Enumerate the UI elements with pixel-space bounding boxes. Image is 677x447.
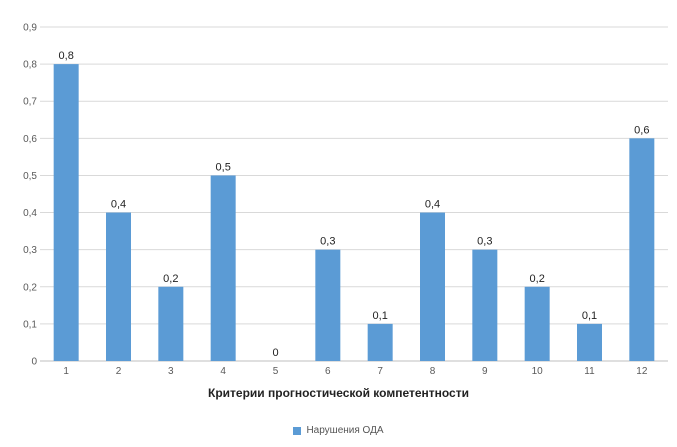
y-tick-label: 0,4 bbox=[23, 208, 37, 219]
y-tick-label: 0,7 bbox=[23, 97, 37, 108]
x-tick-label: 5 bbox=[273, 366, 279, 377]
x-tick-label: 3 bbox=[168, 366, 174, 377]
y-tick-label: 0,6 bbox=[23, 134, 37, 145]
data-label: 0,6 bbox=[634, 124, 649, 136]
bar bbox=[524, 286, 550, 361]
data-label: 0,1 bbox=[373, 310, 388, 322]
y-tick-label: 0 bbox=[31, 357, 37, 368]
y-tick-label: 0,3 bbox=[23, 245, 37, 256]
x-tick-label: 7 bbox=[377, 366, 383, 377]
data-label: 0,2 bbox=[530, 273, 545, 285]
bar bbox=[315, 249, 341, 361]
bar bbox=[629, 138, 655, 361]
x-tick-label: 11 bbox=[584, 366, 595, 377]
x-tick-label: 4 bbox=[220, 366, 226, 377]
bar-chart: 0 0,1 0,2 0,3 0,4 0,5 0,6 0,7 0,8 0,9 0,8 1 0,4 2 0,2 3… bbox=[23, 23, 668, 377]
bar bbox=[577, 323, 602, 361]
legend-swatch bbox=[293, 426, 302, 435]
y-tick-label: 0,9 bbox=[23, 23, 37, 34]
x-tick-label: 8 bbox=[430, 366, 436, 377]
legend-label: Нарушения ОДА bbox=[306, 425, 384, 436]
bar bbox=[472, 249, 498, 361]
y-tick-label: 0,1 bbox=[23, 319, 37, 330]
data-label: 0,3 bbox=[477, 236, 492, 248]
bar bbox=[106, 212, 131, 361]
x-tick-label: 12 bbox=[636, 366, 648, 377]
legend: Нарушения ОДА bbox=[0, 425, 677, 436]
data-label: 0,4 bbox=[425, 199, 440, 211]
x-tick-label: 1 bbox=[63, 366, 69, 377]
bar bbox=[158, 286, 184, 361]
bar bbox=[367, 323, 393, 361]
data-label: 0,4 bbox=[111, 199, 126, 211]
bar bbox=[420, 212, 445, 361]
bar bbox=[53, 64, 79, 361]
x-tick-label: 2 bbox=[116, 366, 122, 377]
x-tick-label: 6 bbox=[325, 366, 331, 377]
bar bbox=[210, 175, 236, 361]
data-label: 0,1 bbox=[582, 310, 597, 322]
data-label: 0,8 bbox=[59, 50, 74, 62]
x-tick-label: 9 bbox=[482, 366, 488, 377]
data-label: 0,5 bbox=[216, 161, 231, 173]
x-axis-title: Критерии прогностической компетентности bbox=[208, 386, 469, 400]
data-label: 0,3 bbox=[320, 236, 335, 248]
x-tick-label: 10 bbox=[532, 366, 544, 377]
y-tick-label: 0,2 bbox=[23, 282, 37, 293]
y-tick-label: 0,5 bbox=[23, 171, 37, 182]
y-tick-label: 0,8 bbox=[23, 60, 37, 71]
data-label: 0 bbox=[272, 347, 278, 359]
data-label: 0,2 bbox=[163, 273, 178, 285]
